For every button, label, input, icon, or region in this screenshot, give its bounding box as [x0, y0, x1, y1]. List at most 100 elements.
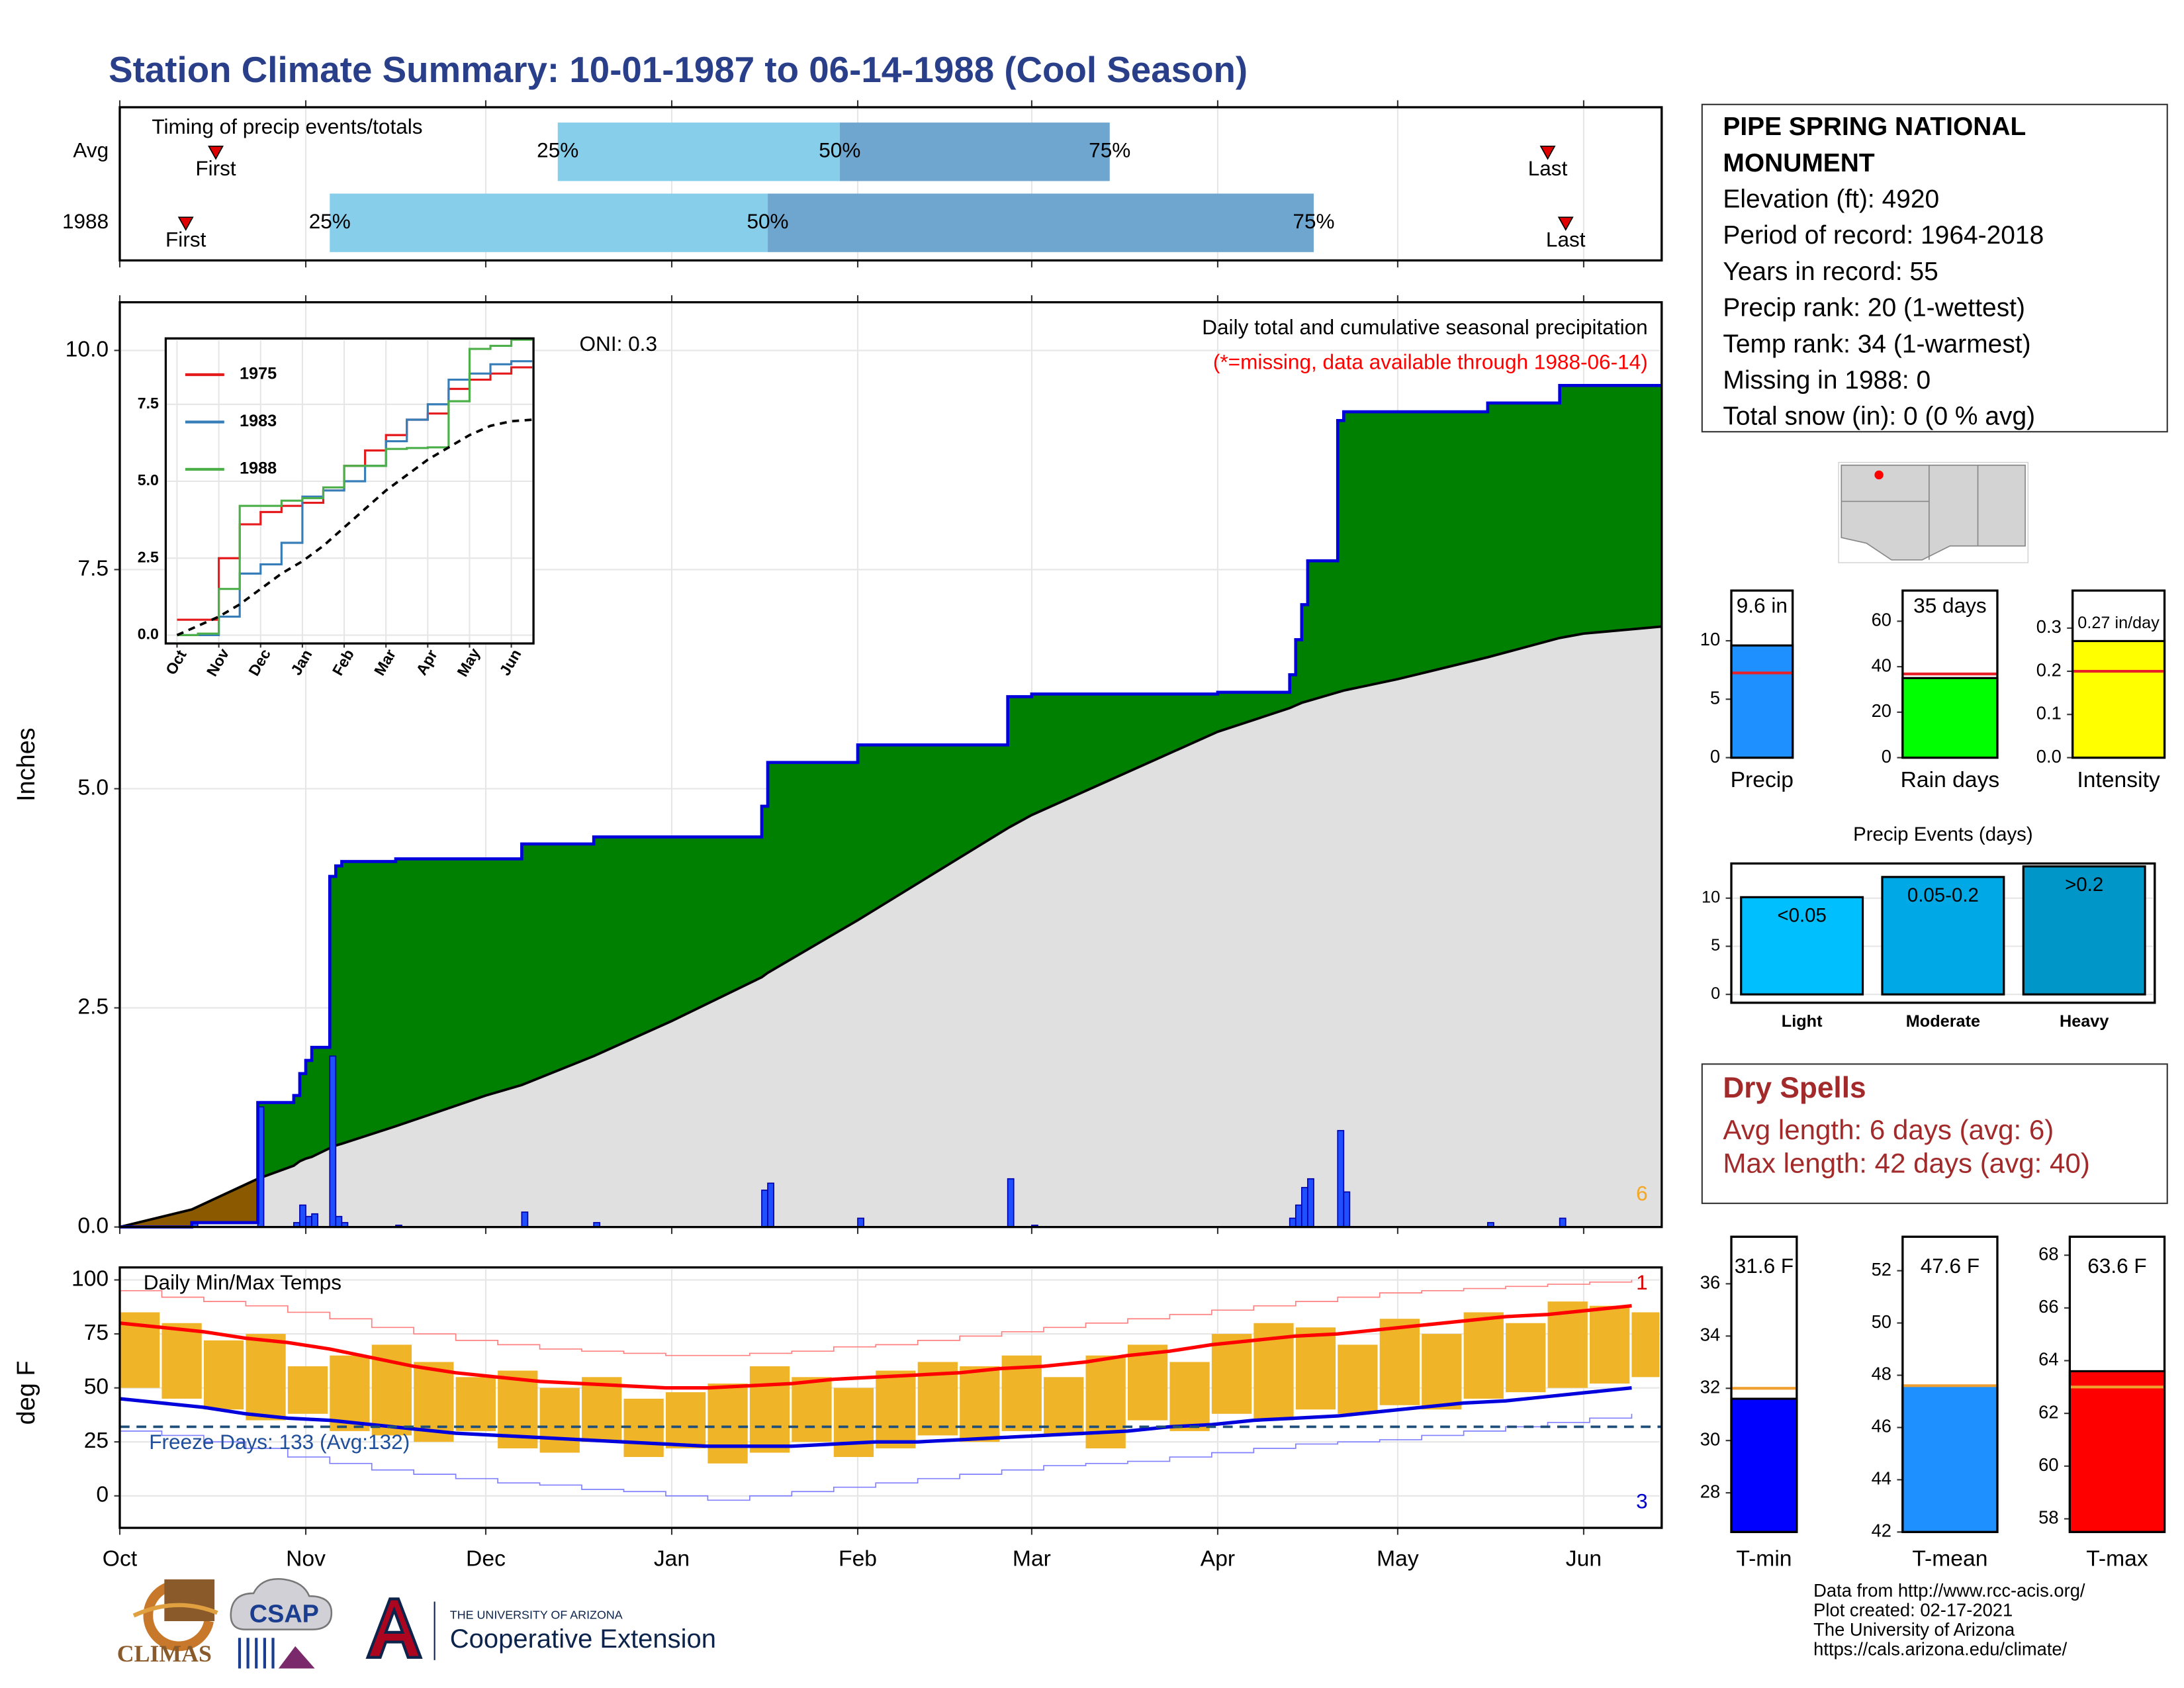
dry-title: Dry Spells	[1723, 1072, 1866, 1105]
value-label: 63.6 F	[2087, 1254, 2146, 1278]
bar-label: 0.05-0.2	[1907, 884, 1979, 906]
temp-bar	[246, 1334, 286, 1421]
bar	[1901, 1384, 1999, 1533]
daily-bar	[857, 1217, 864, 1228]
event-label: First	[195, 156, 236, 180]
y-tick-label: 44	[1872, 1468, 1891, 1489]
station-line: Missing in 1988: 0	[1723, 365, 1931, 395]
temp-bar	[1379, 1319, 1420, 1405]
corner-note: 6	[1636, 1182, 1648, 1205]
y-tick-label: 100	[71, 1266, 109, 1291]
temp-bar	[1463, 1312, 1504, 1399]
bar	[1730, 1397, 1798, 1533]
plot-border	[2068, 1235, 2166, 1533]
legend-label: 1988	[240, 459, 277, 478]
category-label: Rain days	[1901, 768, 2000, 792]
chart-title: Precip Events (days)	[1853, 823, 2033, 845]
temp-bar	[1631, 1312, 1660, 1378]
dry-text: Dry Spells Avg length: 6 days (avg: 6) M…	[1702, 1064, 2167, 1189]
ua-logo	[365, 1597, 423, 1659]
quantile-label: 50%	[819, 138, 860, 162]
quantile-label: 75%	[1293, 209, 1334, 233]
map-station	[1874, 470, 1884, 480]
logos: CLIMAS CSAP THE UNIVERSITY OF ARIZONA Co…	[117, 1578, 716, 1669]
y-tick-label: 66	[2038, 1296, 2058, 1317]
y-tick-label: 7.5	[138, 395, 159, 412]
y-tick-label: 52	[1872, 1259, 1891, 1280]
csap-mountain	[278, 1646, 315, 1669]
y-tick-label: 68	[2038, 1243, 2058, 1264]
dry-spells: Dry Spells Avg length: 6 days (avg: 6) M…	[1702, 1064, 2167, 1189]
plot-border	[1730, 589, 1794, 759]
y-tick-label: 5.0	[77, 775, 109, 800]
x-tick-label: Nov	[286, 1546, 326, 1571]
y-tick-label: 0	[96, 1483, 109, 1507]
daily-bar	[761, 1190, 768, 1228]
base-area	[119, 626, 1662, 1227]
temp-bar	[161, 1323, 202, 1399]
category-label: Precip	[1731, 768, 1794, 792]
quantile-label: 25%	[537, 138, 578, 162]
y-tick-label: 60	[2038, 1454, 2058, 1475]
y-tick-label: 0.0	[77, 1213, 109, 1238]
y-tick-label: 2.5	[77, 994, 109, 1019]
quantile-label: 25%	[309, 209, 351, 233]
range-bar	[330, 193, 768, 252]
daily-bar	[1289, 1217, 1297, 1228]
value-label: 35 days	[1913, 594, 1987, 618]
event-marker	[177, 216, 194, 231]
page-title: Station Climate Summary: 10-01-1987 to 0…	[109, 49, 1248, 90]
bar	[1740, 896, 1864, 996]
csap-rain	[238, 1638, 275, 1669]
climas-logo: CLIMAS	[117, 1640, 212, 1667]
daily-bar	[767, 1182, 774, 1228]
temp-bar	[287, 1366, 328, 1414]
y-tick-label: 0	[1711, 984, 1720, 1003]
y-tick-label: 5	[1710, 687, 1720, 708]
cumulative-line	[119, 384, 1662, 1229]
y-tick-label: 10	[1700, 629, 1720, 649]
temp-bar	[1547, 1301, 1588, 1388]
temp-bar	[330, 1355, 370, 1431]
y-tick-label: 60	[1872, 610, 1891, 630]
daily-bar	[335, 1215, 343, 1228]
y-tick-label: 58	[2038, 1507, 2058, 1528]
bar	[2068, 1370, 2166, 1533]
plot-border	[2071, 589, 2166, 759]
temp-bar	[876, 1370, 916, 1448]
daily-bar	[1007, 1178, 1015, 1228]
y-tick-label: 0.0	[138, 626, 159, 643]
category-label: Light	[1782, 1012, 1823, 1031]
dry-box	[1701, 1063, 2168, 1204]
daily-bar	[1301, 1187, 1308, 1228]
map-borders	[1841, 465, 1979, 560]
y-tick-label: 75	[84, 1321, 109, 1345]
y-tick-label: 0.0	[2036, 746, 2062, 767]
daily-bar	[329, 1055, 337, 1228]
x-tick-label: Jun	[1566, 1546, 1602, 1571]
category-label: T-min	[1736, 1546, 1792, 1571]
station-info: PIPE SPRING NATIONAL MONUMENT Elevation …	[1702, 105, 2167, 432]
y-tick-label: 64	[2038, 1349, 2058, 1370]
station-text: PIPE SPRING NATIONAL MONUMENT Elevation …	[1702, 105, 2167, 432]
daily-bar	[1343, 1191, 1351, 1228]
temp-bar	[1211, 1334, 1252, 1414]
event-label: Last	[1546, 227, 1586, 251]
map-states	[1841, 464, 2026, 561]
value-label: 47.6 F	[1921, 1254, 1979, 1278]
ua-name: THE UNIVERSITY OF ARIZONA	[450, 1608, 623, 1621]
y-tick-label: 0.2	[2036, 659, 2062, 680]
station-line: Elevation (ft): 4920	[1723, 183, 1940, 213]
station-line: Years in record: 55	[1723, 256, 1938, 286]
y-tick-label: 7.5	[77, 556, 109, 581]
event-marker	[1539, 146, 1556, 160]
temp-bar	[1422, 1334, 1462, 1410]
station-name: PIPE SPRING NATIONAL MONUMENT	[1723, 111, 2026, 177]
temp-bar	[792, 1377, 832, 1442]
temp-bar	[960, 1366, 1000, 1442]
y-axis-label: deg F	[13, 1361, 40, 1425]
temp-line	[119, 1280, 1633, 1356]
legend-label: 1983	[240, 412, 277, 430]
